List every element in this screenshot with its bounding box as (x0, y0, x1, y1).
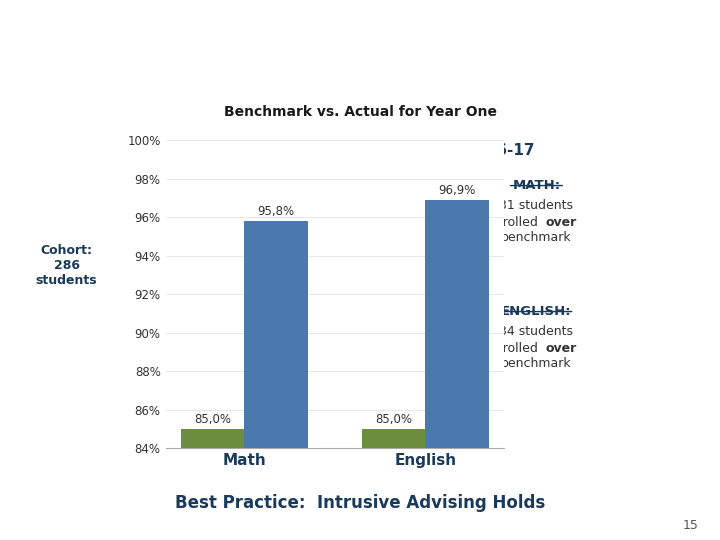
Text: NSC Outcomes: NSC Outcomes (199, 30, 521, 68)
Text: benchmark: benchmark (501, 231, 572, 244)
Text: 15: 15 (683, 519, 698, 532)
Text: over: over (546, 342, 577, 355)
Text: ENGLISH:: ENGLISH: (501, 305, 572, 318)
Text: Benchmark vs. Actual for Year One: Benchmark vs. Actual for Year One (223, 105, 497, 119)
Text: 96,9%: 96,9% (438, 184, 476, 197)
Text: 95,8%: 95,8% (258, 205, 294, 218)
Bar (426, 200, 489, 540)
Text: enrolled: enrolled (487, 215, 542, 229)
Text: 85,0%: 85,0% (194, 413, 231, 426)
Text: MATH:: MATH: (513, 179, 560, 192)
Text: enrolled: enrolled (487, 342, 542, 355)
Text: 85,0%: 85,0% (375, 413, 412, 426)
Text: 31 students: 31 students (500, 199, 573, 212)
Bar (244, 221, 307, 540)
Text: Best Practice:  Intrusive Advising Holds: Best Practice: Intrusive Advising Holds (175, 494, 545, 512)
Text: 34 students: 34 students (500, 325, 573, 338)
Text: Cohort:
286
students: Cohort: 286 students (36, 245, 97, 287)
Text: over: over (546, 215, 577, 229)
Bar (362, 429, 426, 540)
Text: benchmark: benchmark (501, 357, 572, 370)
Bar (181, 429, 244, 540)
Text: NSC Gateway Path Enrollments, 2016-17: NSC Gateway Path Enrollments, 2016-17 (186, 144, 534, 158)
